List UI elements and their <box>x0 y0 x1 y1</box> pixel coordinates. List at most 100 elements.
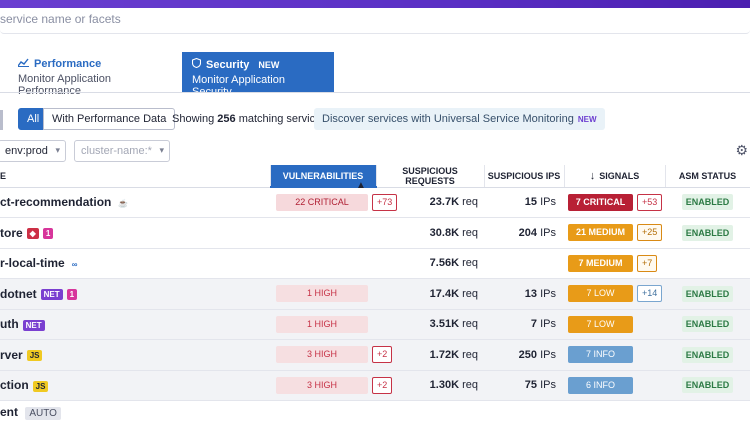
request-unit: req <box>462 287 478 300</box>
suspicious-ips-cell: 75 IPs <box>484 370 564 401</box>
table-row[interactable]: uth NET 1 HIGH 3.51K req 7 IPs 7 LOW ENABLED <box>0 309 750 340</box>
service-name[interactable]: r-local-time <box>0 256 65 271</box>
column-header-signals[interactable]: ↓ SIGNALS <box>564 165 666 188</box>
suspicious-ips-cell <box>484 248 564 279</box>
filter-performance-button[interactable]: With Performance Data <box>43 108 176 130</box>
asm-status-cell: ENABLED <box>665 370 750 401</box>
table-row[interactable]: dotnet NET 1 1 HIGH 17.4K req 13 IPs 7 LOW +14 E… <box>0 278 750 310</box>
column-header-name[interactable]: E <box>0 165 271 188</box>
service-name[interactable]: ct-recommendation <box>0 195 112 210</box>
vulnerability-badge[interactable]: 1 HIGH <box>276 285 368 303</box>
table-row[interactable]: r-local-time ∞ 7.56K req 7 MEDIUM +7 <box>0 248 750 279</box>
vulnerability-delta: +2 <box>372 376 393 394</box>
table-row[interactable]: rver JS 3 HIGH +2 1.72K req 250 IPs 7 INFO ENAB… <box>0 339 750 371</box>
signals-cell: 7 LOW +14 <box>564 278 665 310</box>
search-input[interactable]: service name or facets <box>0 12 121 26</box>
javascript-icon: JS <box>32 380 49 392</box>
table-row-partial[interactable]: ent AUTO <box>0 405 61 420</box>
env-dropdown[interactable]: env:prod ▾ <box>0 140 66 162</box>
column-header-asm-status[interactable]: ASM STATUS <box>665 165 750 188</box>
signal-badge[interactable]: 21 MEDIUM <box>568 224 633 242</box>
filter-all-button[interactable]: All <box>18 108 49 130</box>
table-row[interactable]: ction JS 3 HIGH +2 1.30K req 75 IPs 6 INFO ENAB… <box>0 370 750 401</box>
vulnerability-delta: +2 <box>372 346 393 364</box>
vulnerability-badge[interactable]: 1 HIGH <box>276 315 368 333</box>
signal-badge[interactable]: 7 LOW <box>568 315 633 333</box>
request-unit: req <box>462 348 478 361</box>
new-badge: NEW <box>258 59 280 70</box>
signals-cell: 6 INFO <box>564 370 665 401</box>
signal-count-badge: 1 <box>66 289 78 301</box>
column-header-suspicious-ips[interactable]: SUSPICIOUS IPS <box>484 165 565 188</box>
signals-cell: 7 LOW <box>564 309 665 340</box>
table-row[interactable]: tore ◆ 1 30.8K req 204 IPs 21 MEDIUM +25 ENABLE… <box>0 217 750 249</box>
service-name-cell[interactable]: dotnet NET 1 <box>0 278 270 310</box>
ip-unit: IPs <box>540 196 556 209</box>
request-unit: req <box>462 257 478 270</box>
suspicious-requests-cell: 3.51K req <box>376 309 484 340</box>
line-chart-icon <box>17 58 29 70</box>
signal-badge[interactable]: 7 CRITICAL <box>568 193 633 211</box>
dotnet-icon: NET <box>22 319 45 331</box>
suspicious-requests-cell: 1.30K req <box>376 370 484 401</box>
gear-icon[interactable]: ⚙ <box>735 142 748 158</box>
tab-performance[interactable]: Performance Monitor Application Performa… <box>0 52 178 97</box>
status-badge: ENABLED <box>681 194 734 211</box>
signal-delta: +53 <box>637 193 663 211</box>
asm-status-cell: ENABLED <box>665 217 750 249</box>
signal-badge[interactable]: 7 LOW <box>568 285 633 303</box>
service-name-cell[interactable]: r-local-time ∞ <box>0 248 270 279</box>
signal-delta: +7 <box>637 254 658 272</box>
vulnerability-badge[interactable]: 22 CRITICAL <box>276 194 368 211</box>
suspicious-ips-cell: 204 IPs <box>484 217 564 249</box>
service-name-cell[interactable]: rver JS <box>0 339 270 371</box>
suspicious-ips-cell: 250 IPs <box>484 339 564 371</box>
javascript-icon: JS <box>26 350 43 362</box>
signal-badge[interactable]: 7 MEDIUM <box>568 254 633 272</box>
request-count: 7.56K <box>429 257 460 270</box>
table-header: E VULNERABILITIES SUSPICIOUS REQUESTS SU… <box>0 165 750 188</box>
service-name[interactable]: tore <box>0 225 23 240</box>
service-name[interactable]: ction <box>0 378 29 393</box>
service-name[interactable]: rver <box>0 347 23 362</box>
discover-usm-link[interactable]: Discover services with Universal Service… <box>314 108 605 130</box>
tab-security[interactable]: Security NEW Monitor Application Securit… <box>182 52 334 98</box>
service-name-cell[interactable]: tore ◆ 1 <box>0 217 270 249</box>
service-name-cell[interactable]: ction JS <box>0 370 270 401</box>
signal-badge[interactable]: 7 INFO <box>568 346 633 364</box>
column-header-vulnerabilities[interactable]: VULNERABILITIES <box>270 165 377 188</box>
service-name[interactable]: dotnet <box>0 286 37 301</box>
ip-unit: IPs <box>540 318 556 331</box>
ip-count: 75 <box>524 379 538 392</box>
signal-count-badge: 1 <box>42 228 54 240</box>
vulnerabilities-cell: 22 CRITICAL +73 <box>270 187 398 218</box>
ip-unit: IPs <box>540 226 556 239</box>
request-count: 23.7K <box>429 196 460 209</box>
auto-badge: AUTO <box>25 407 61 420</box>
service-name[interactable]: uth <box>0 317 19 332</box>
asm-status-cell: ENABLED <box>665 339 750 371</box>
service-name-cell[interactable]: ct-recommendation ☕ <box>0 187 270 218</box>
status-badge: ENABLED <box>681 346 734 363</box>
service-name-cell[interactable]: uth NET <box>0 309 270 340</box>
new-badge: NEW <box>577 114 597 124</box>
tab-security-label: Security <box>206 58 250 71</box>
matching-count: Showing 256 matching services <box>172 113 327 125</box>
mouse-cursor-icon: ▲ <box>356 180 366 191</box>
request-count: 30.8K <box>429 226 460 239</box>
signal-badge[interactable]: 6 INFO <box>568 376 633 394</box>
table-row[interactable]: ct-recommendation ☕ 22 CRITICAL +73 23.7K re… <box>0 187 750 218</box>
vulnerability-badge[interactable]: 3 HIGH <box>276 346 368 364</box>
vulnerability-delta: +73 <box>372 194 398 211</box>
cluster-dropdown[interactable]: cluster-name:* ▾ <box>74 140 170 162</box>
suspicious-requests-cell: 1.72K req <box>376 339 484 371</box>
status-badge: ENABLED <box>681 224 734 241</box>
search-bar[interactable]: service name or facets <box>0 8 750 34</box>
vulnerability-badge[interactable]: 3 HIGH <box>276 376 368 394</box>
status-badge: ENABLED <box>681 316 734 333</box>
vulnerabilities-cell: 3 HIGH +2 <box>270 339 393 371</box>
request-unit: req <box>462 196 478 209</box>
java-icon: ☕ <box>118 198 129 208</box>
column-header-suspicious-requests[interactable]: SUSPICIOUS REQUESTS <box>376 165 485 188</box>
chevron-down-icon: ▾ <box>55 145 60 155</box>
